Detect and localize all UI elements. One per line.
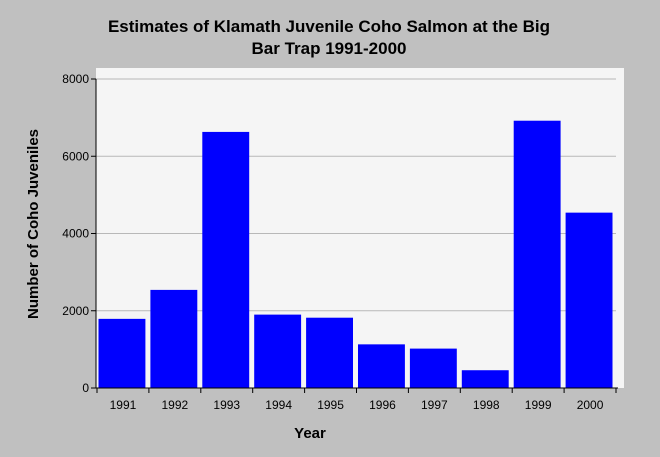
bar-1993 [202,131,250,388]
bar-1996 [358,344,405,388]
bar-2000 [565,212,613,388]
x-tick-label-2000: 2000 [577,398,604,412]
x-tick-label-1998: 1998 [473,398,500,412]
y-tick-label: 8000 [62,72,89,86]
bar-1999 [513,120,561,388]
y-tick-label: 0 [82,381,89,395]
chart-title-line-1: Estimates of Klamath Juvenile Coho Salmo… [108,17,550,36]
x-tick-label-1993: 1993 [213,398,240,412]
x-tick-label-1995: 1995 [317,398,344,412]
bar-1998 [461,370,509,388]
x-tick-label-1997: 1997 [421,398,448,412]
y-axis-title: Number of Coho Juveniles [25,129,42,319]
x-axis-title: Year [294,425,326,442]
y-tick-label: 4000 [62,227,89,241]
bar-layer [98,120,613,388]
bar-1991 [98,318,146,388]
x-tick-label-1999: 1999 [525,398,552,412]
axis-layer: 0 2000 4000 6000 8000 1991 1992 1993 1994 1995 199… [62,72,618,412]
x-tick-label-1994: 1994 [265,398,292,412]
bar-1997 [409,348,457,388]
y-tick-label: 2000 [62,304,89,318]
bar-1992 [150,289,198,388]
x-tick-label-1991: 1991 [110,398,137,412]
chart-title-line-2: Bar Trap 1991-2000 [252,39,407,58]
bar-1995 [306,317,353,388]
bar-1994 [254,314,302,388]
x-tick-label-1992: 1992 [161,398,188,412]
y-tick-label: 6000 [62,149,89,163]
x-tick-label-1996: 1996 [369,398,396,412]
